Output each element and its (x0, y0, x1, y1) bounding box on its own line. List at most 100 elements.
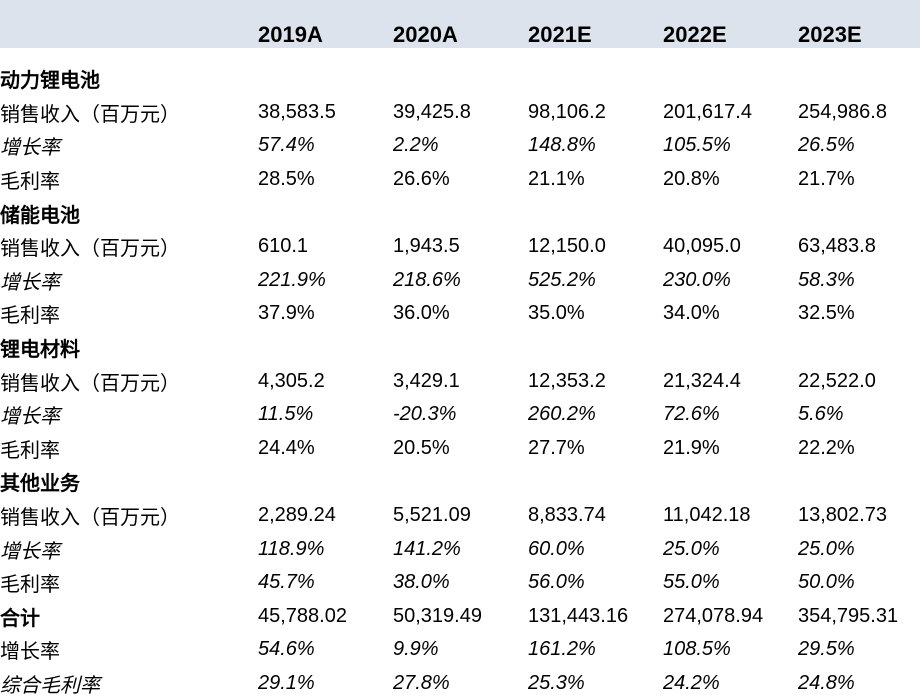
value-cell: 24.4% (258, 436, 315, 459)
value-cell: 354,795.31 (798, 604, 899, 627)
value-cell: 221.9% (258, 268, 326, 291)
value-cell: 3,429.1 (393, 369, 460, 392)
row-label: 增长率 (0, 540, 60, 563)
value-cell: 4,305.2 (258, 369, 325, 392)
value-cell: 525.2% (528, 268, 596, 291)
value-cell: 56.0% (528, 571, 585, 594)
value-cell: 8,833.74 (528, 504, 606, 527)
row-label: 增长率 (0, 271, 60, 294)
value-cell (393, 196, 528, 230)
value-cell: 118.9% (258, 537, 325, 560)
value-cell (663, 331, 798, 365)
table-row: 增长率 221.9% 218.6% 525.2% 230.0% 58.3% (0, 264, 920, 298)
value-cell (258, 62, 393, 96)
value-cell: 260.2% (528, 403, 596, 426)
value-cell: 50.0% (798, 571, 855, 594)
section-label: 其他业务 (0, 473, 80, 496)
year-header: 2022E (663, 22, 727, 47)
value-cell: 50,319.49 (393, 604, 482, 627)
value-cell: 28.5% (258, 168, 315, 191)
value-cell: 58.3% (798, 268, 855, 291)
table-row: 销售收入（百万元） 610.1 1,943.5 12,150.0 40,095.0 63,… (0, 230, 920, 264)
section-header-row: 其他业务 (0, 465, 920, 499)
section-label: 动力锂电池 (0, 70, 100, 93)
value-cell: 24.8% (798, 671, 855, 694)
year-header: 2019A (258, 22, 323, 47)
value-cell (663, 196, 798, 230)
value-cell: 2,289.24 (258, 504, 336, 527)
value-cell (798, 196, 920, 230)
value-cell: 98,106.2 (528, 100, 606, 123)
value-cell: 45.7% (258, 571, 315, 594)
header-band (0, 0, 920, 48)
row-label: 增长率 (0, 137, 60, 160)
value-cell: 34.0% (663, 302, 720, 325)
value-cell: 54.6% (258, 638, 315, 661)
table-row: 增长率 54.6% 9.9% 161.2% 108.5% 29.5% (0, 633, 920, 667)
value-cell (798, 62, 920, 96)
year-header: 2020A (393, 22, 458, 47)
year-header: 2023E (798, 22, 862, 47)
header-blank-cell (0, 0, 258, 62)
value-cell: 38.0% (393, 571, 450, 594)
value-cell: 20.5% (393, 436, 450, 459)
row-label: 增长率 (0, 641, 60, 664)
value-cell: 21,324.4 (663, 369, 741, 392)
value-cell: 63,483.8 (798, 235, 876, 258)
value-cell: 610.1 (258, 235, 309, 258)
value-cell: 21.1% (528, 168, 585, 191)
value-cell: 45,788.02 (258, 604, 347, 627)
value-cell: 26.6% (393, 168, 450, 191)
value-cell: 36.0% (393, 302, 450, 325)
value-cell: 13,802.73 (798, 504, 887, 527)
value-cell: 148.8% (528, 134, 596, 157)
value-cell: 254,986.8 (798, 100, 887, 123)
value-cell: 2.2% (393, 134, 439, 157)
row-label: 毛利率 (0, 439, 60, 462)
value-cell: 29.1% (258, 671, 315, 694)
value-cell: 230.0% (663, 268, 731, 291)
row-label: 销售收入（百万元） (0, 372, 180, 395)
value-cell: 5,521.09 (393, 504, 471, 527)
table-row: 毛利率 37.9% 36.0% 35.0% 34.0% 32.5% (0, 297, 920, 331)
value-cell: 25.0% (798, 537, 855, 560)
value-cell (528, 62, 663, 96)
year-header-row: 2019A 2020A 2021E 2022E 2023E (0, 0, 920, 62)
table-row: 毛利率 24.4% 20.5% 27.7% 21.9% 22.2% (0, 432, 920, 466)
table-row: 毛利率 45.7% 38.0% 56.0% 55.0% 50.0% (0, 566, 920, 600)
table-row: 增长率 11.5% -20.3% 260.2% 72.6% 5.6% (0, 398, 920, 432)
row-label: 毛利率 (0, 171, 60, 194)
value-cell: 141.2% (393, 537, 461, 560)
table-row: 销售收入（百万元） 2,289.24 5,521.09 8,833.74 11,042.… (0, 499, 920, 533)
table-row: 销售收入（百万元） 38,583.5 39,425.8 98,106.2 201,617… (0, 96, 920, 130)
row-label: 销售收入（百万元） (0, 507, 180, 530)
section-label: 锂电材料 (0, 339, 80, 362)
value-cell (393, 62, 528, 96)
value-cell (798, 465, 920, 499)
value-cell: 105.5% (663, 134, 731, 157)
row-label: 销售收入（百万元） (0, 103, 180, 126)
value-cell: -20.3% (393, 403, 457, 426)
value-cell: 22.2% (798, 436, 855, 459)
section-header-row: 储能电池 (0, 196, 920, 230)
value-cell: 9.9% (393, 638, 439, 661)
value-cell: 5.6% (798, 403, 844, 426)
value-cell (663, 62, 798, 96)
total-row: 合计 45,788.02 50,319.49 131,443.16 274,078.94… (0, 600, 920, 634)
value-cell: 32.5% (798, 302, 855, 325)
value-cell: 21.7% (798, 168, 855, 191)
value-cell: 25.0% (663, 537, 720, 560)
section-header-row: 锂电材料 (0, 331, 920, 365)
value-cell: 38,583.5 (258, 100, 336, 123)
value-cell: 22,522.0 (798, 369, 876, 392)
value-cell: 1,943.5 (393, 235, 460, 258)
value-cell: 40,095.0 (663, 235, 741, 258)
value-cell: 57.4% (258, 134, 315, 157)
value-cell: 24.2% (663, 671, 720, 694)
value-cell: 27.7% (528, 436, 585, 459)
section-label: 储能电池 (0, 204, 80, 227)
row-label: 销售收入（百万元） (0, 238, 180, 261)
table-row: 增长率 118.9% 141.2% 60.0% 25.0% 25.0% (0, 532, 920, 566)
table-row: 销售收入（百万元） 4,305.2 3,429.1 12,353.2 21,324.4 2… (0, 364, 920, 398)
